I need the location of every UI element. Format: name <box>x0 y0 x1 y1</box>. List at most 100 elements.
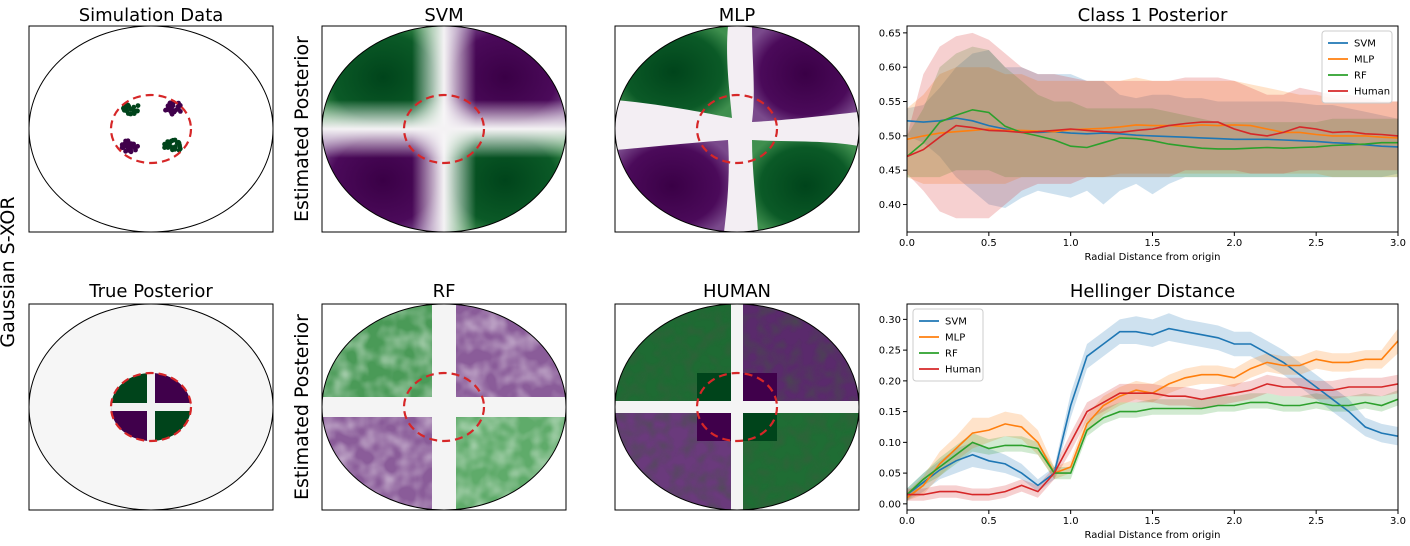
domain-ellipse <box>28 25 274 233</box>
y-tick-label: 0.55 <box>879 97 901 108</box>
chart-class1-posterior: Class 1 Posterior 0.0 0.5 1.0 1.5 2.0 2.5 3.0 0.… <box>879 5 1406 263</box>
sample-points <box>119 100 183 155</box>
x-tick-label: 2.5 <box>1308 238 1324 249</box>
domain-ellipse <box>614 303 860 511</box>
sample-point <box>176 139 181 145</box>
plot-area <box>907 304 1398 510</box>
decision-boundary-circle <box>109 371 193 443</box>
boundary-band-horizontal <box>615 401 859 413</box>
legend-label: Human <box>945 365 981 376</box>
sample-point <box>135 143 141 149</box>
panel-rf: RF <box>321 281 567 511</box>
confidence-band-svm <box>907 313 1398 501</box>
sample-point <box>169 105 175 111</box>
x-tick-label: 1.5 <box>1145 516 1161 527</box>
sample-point <box>135 103 141 108</box>
panel-title-human: HUMAN <box>703 281 771 302</box>
sample-point <box>123 138 128 144</box>
series-line-rf <box>907 108 1398 158</box>
y-tick-label: 0.10 <box>879 438 901 449</box>
decision-boundary-circle <box>695 93 779 165</box>
sample-point <box>168 144 174 150</box>
sample-point <box>165 103 171 109</box>
legend-label: MLP <box>1354 55 1374 66</box>
y-tick-label: 0.60 <box>879 63 901 74</box>
decision-boundary-circle <box>402 93 486 165</box>
ylabel-estimated-top: Estimated Posterior <box>291 36 313 222</box>
y-tick-label: 0.05 <box>879 469 901 480</box>
legend-box <box>912 308 984 382</box>
ylabel-estimated-bottom: Estimated Posterior <box>291 314 313 500</box>
decision-boundary-circle <box>695 371 779 443</box>
sample-point <box>135 108 140 114</box>
x-tick-label: 3.0 <box>1390 516 1406 527</box>
posterior-heatmap <box>615 304 859 510</box>
x-tick-label: 0.5 <box>981 238 997 249</box>
chart-title: Class 1 Posterior <box>1078 5 1228 26</box>
y-tick-label: 0.25 <box>879 346 901 357</box>
panel-frame <box>28 25 274 233</box>
sample-point <box>170 137 176 143</box>
x-tick-label: 2.5 <box>1308 516 1324 527</box>
decision-boundary-circle <box>109 93 193 165</box>
y-tick-label: 0.00 <box>879 499 901 510</box>
confidence-band-rf <box>907 46 1398 178</box>
sample-point <box>123 148 128 154</box>
x-tick-label: 0.0 <box>899 516 915 527</box>
y-tick-label: 0.15 <box>879 407 901 418</box>
sample-point <box>169 111 175 117</box>
panel-title-mlp: MLP <box>719 5 756 26</box>
sample-point <box>164 143 170 149</box>
series-line-svm <box>907 117 1398 148</box>
domain-ellipse <box>614 25 860 233</box>
confidence-band-mlp <box>907 328 1398 501</box>
panel-svm: SVM <box>321 5 567 233</box>
legend-box <box>1321 30 1393 104</box>
sample-point <box>176 147 182 153</box>
legend-label: MLP <box>945 333 965 344</box>
boundary-band-horizontal <box>322 397 566 417</box>
posterior-heatmap <box>615 26 859 232</box>
panel-true-posterior: True Posterior <box>28 281 274 511</box>
decision-boundary-circle <box>402 371 486 443</box>
series-line-human <box>907 121 1398 158</box>
series-group <box>907 313 1398 501</box>
boundary-band-horizontal <box>111 403 191 411</box>
x-tick-label: 1.0 <box>1063 238 1079 249</box>
legend-label: SVM <box>945 317 967 328</box>
panel-title-rf: RF <box>433 281 456 302</box>
legend-label: RF <box>1354 71 1367 82</box>
legend: SVM MLP RF Human <box>1321 30 1393 104</box>
y-tick-label: 0.40 <box>879 200 901 211</box>
sample-point <box>131 104 137 110</box>
series-group <box>907 32 1398 219</box>
x-tick-label: 0.0 <box>899 238 915 249</box>
x-axis-label: Radial Distance from origin <box>1085 530 1221 541</box>
series-line-rf <box>907 398 1398 496</box>
x-tick-label: 0.5 <box>981 516 997 527</box>
x-tick-label: 1.5 <box>1145 238 1161 249</box>
panel-title-svm: SVM <box>424 5 463 26</box>
panel-mlp: MLP <box>614 5 860 233</box>
x-tick-label: 2.0 <box>1226 238 1242 249</box>
panel-simulation-data: Simulation Data <box>28 5 274 233</box>
x-tick-label: 3.0 <box>1390 238 1406 249</box>
legend-label: RF <box>945 349 958 360</box>
x-tick-label: 2.0 <box>1226 516 1242 527</box>
y-tick-label: 0.45 <box>879 166 901 177</box>
sample-point <box>178 109 183 114</box>
legend-label: SVM <box>1354 39 1376 50</box>
x-tick-label: 1.0 <box>1063 516 1079 527</box>
chart-hellinger-distance: Hellinger Distance 0.0 0.5 1.0 1.5 2.0 2.5 3.0 0… <box>879 281 1406 541</box>
domain-ellipse <box>321 303 567 511</box>
posterior-heatmap <box>322 26 566 232</box>
domain-ellipse <box>321 25 567 233</box>
sample-point <box>128 111 134 117</box>
y-tick-label: 0.50 <box>879 131 901 142</box>
series-line-mlp <box>907 124 1398 141</box>
chart-title: Hellinger Distance <box>1070 281 1235 302</box>
y-tick-label: 0.65 <box>879 28 901 39</box>
sample-point <box>123 106 129 111</box>
y-tick-label: 0.20 <box>879 376 901 387</box>
